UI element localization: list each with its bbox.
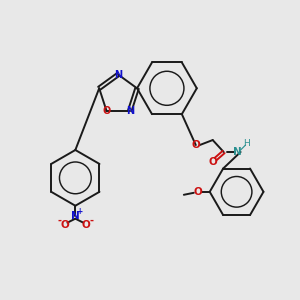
- Text: -: -: [57, 216, 62, 226]
- Text: O: O: [102, 106, 111, 116]
- Text: O: O: [208, 157, 217, 167]
- Text: O: O: [194, 187, 202, 197]
- Text: +: +: [77, 207, 83, 216]
- Text: O: O: [82, 220, 91, 230]
- Text: N: N: [114, 70, 122, 80]
- Text: O: O: [60, 220, 69, 230]
- Text: N: N: [71, 211, 80, 221]
- Text: H: H: [243, 139, 250, 148]
- Text: O: O: [191, 140, 200, 150]
- Text: N: N: [233, 147, 242, 157]
- Text: N: N: [126, 106, 134, 116]
- Text: -: -: [89, 216, 93, 226]
